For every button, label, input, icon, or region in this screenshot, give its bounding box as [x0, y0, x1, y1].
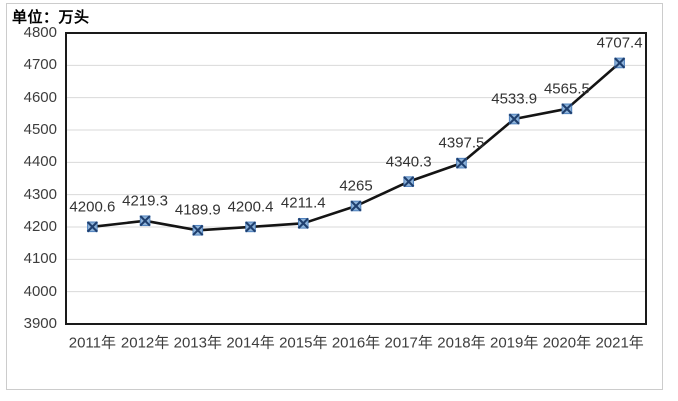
data-point-marker	[297, 217, 309, 229]
data-point-marker	[192, 224, 204, 236]
data-point-label: 4340.3	[385, 153, 432, 171]
y-axis-label: 4300	[23, 185, 57, 203]
data-point-marker	[350, 200, 362, 212]
data-point-label: 4565.5	[543, 80, 590, 98]
x-axis-label: 2021年	[595, 334, 644, 352]
data-point-marker	[614, 57, 626, 69]
data-point-label: 4397.5	[438, 134, 485, 152]
data-point-label: 4200.4	[227, 198, 274, 216]
y-axis-label: 4200	[23, 218, 57, 235]
data-point-marker	[139, 215, 151, 227]
x-axis-label: 2014年	[226, 334, 275, 352]
x-axis-label: 2013年	[173, 334, 222, 352]
data-point-marker	[403, 176, 415, 188]
data-point-label: 4265	[339, 177, 373, 195]
data-point-label: 4200.6	[69, 198, 116, 216]
x-axis-label: 2019年	[489, 334, 539, 352]
y-axis-label: 4600	[23, 88, 57, 106]
chart-frame	[6, 3, 663, 390]
y-axis-label: 3900	[23, 315, 57, 332]
data-point-label: 4211.4	[280, 194, 326, 212]
data-point-label: 4707.4	[596, 34, 643, 52]
data-point-marker	[245, 221, 257, 233]
data-point-label: 4189.9	[174, 201, 221, 219]
x-axis-label: 2018年	[437, 334, 486, 352]
x-axis-label: 2020年	[542, 334, 592, 352]
data-point-marker	[86, 221, 98, 233]
unit-label: 单位：万头	[12, 9, 90, 26]
x-axis-label: 2017年	[384, 334, 433, 352]
data-point-marker	[508, 113, 520, 125]
plot-border	[65, 32, 647, 325]
data-point-label: 4533.9	[491, 90, 538, 108]
y-axis-label: 4500	[23, 121, 57, 138]
y-axis-label: 4000	[23, 282, 57, 300]
y-axis-label: 4400	[23, 153, 57, 171]
y-axis-label: 4100	[23, 250, 57, 268]
x-axis-label: 2011年	[68, 334, 116, 352]
data-point-marker	[561, 103, 573, 115]
y-axis-label: 4800	[23, 24, 57, 41]
x-axis-label: 2012年	[120, 334, 170, 352]
data-point-label: 4219.3	[122, 192, 169, 210]
x-axis-label: 2015年	[279, 334, 328, 352]
y-axis-label: 4700	[23, 56, 57, 74]
data-point-marker	[455, 157, 467, 169]
x-axis-label: 2016年	[331, 334, 381, 352]
